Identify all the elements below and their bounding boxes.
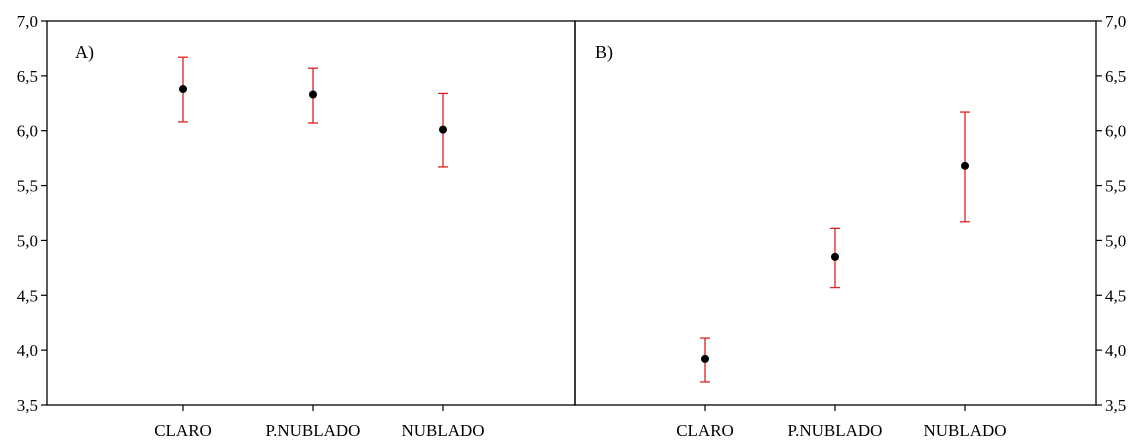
x-tick-label: P.NUBLADO (788, 421, 883, 440)
y-tick-label: 4,5 (1105, 286, 1126, 305)
y-tick-label: 5,0 (1105, 231, 1126, 250)
x-tick-label: NUBLADO (923, 421, 1006, 440)
y-tick-label: 5,5 (17, 177, 38, 196)
y-tick-label: 4,0 (17, 341, 38, 360)
y-tick-label: 7,0 (1105, 12, 1126, 31)
y-tick-label: 6,0 (1105, 122, 1126, 141)
y-tick-label: 7,0 (17, 12, 38, 31)
y-tick-label: 5,5 (1105, 177, 1126, 196)
panel-label: A) (75, 42, 94, 63)
data-point (831, 252, 839, 261)
data-point (179, 85, 187, 94)
panel-a: 3,5 4,0 4,5 5,0 5,5 6,0 6,5 7,0 CLARO P.NUBLADO NU… (17, 12, 576, 440)
panel-label: B) (595, 42, 613, 63)
y-tick-label: 4,0 (1105, 341, 1126, 360)
x-tick-label: NUBLADO (401, 421, 484, 440)
y-tick-label: 6,0 (17, 122, 38, 141)
data-point (439, 125, 447, 134)
y-tick-label: 4,5 (17, 286, 38, 305)
y-tick-label: 3,5 (1105, 396, 1126, 415)
x-tick-label: CLARO (676, 421, 734, 440)
y-tick-label: 6,5 (17, 67, 38, 86)
data-point (961, 161, 969, 170)
y-tick-label: 6,5 (1105, 67, 1126, 86)
x-tick-label: CLARO (154, 421, 212, 440)
panel-b: 3,5 4,0 4,5 5,0 5,5 6,0 6,5 7,0 CLARO P.NUBLADO NU… (574, 12, 1126, 440)
y-tick-label: 3,5 (17, 396, 38, 415)
x-tick-label: P.NUBLADO (266, 421, 361, 440)
data-point (701, 354, 709, 363)
data-point (309, 90, 317, 99)
plot-frame (46, 20, 576, 406)
plot-frame (574, 20, 1097, 406)
y-tick-label: 5,0 (17, 231, 38, 250)
